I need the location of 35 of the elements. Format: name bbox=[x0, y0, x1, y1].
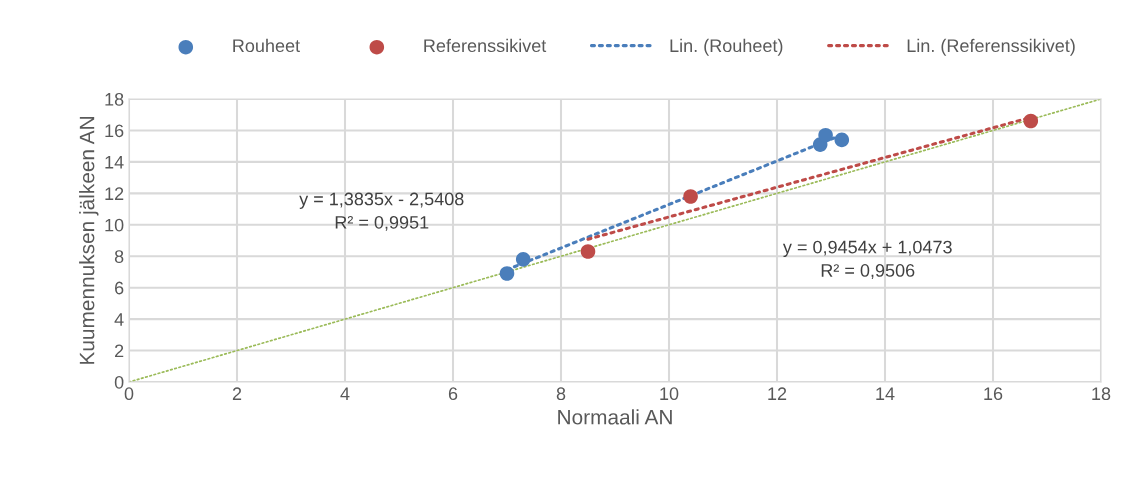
point bbox=[818, 127, 833, 143]
y-tick-label: 0 bbox=[114, 375, 124, 389]
x-tick-label: 0 bbox=[124, 387, 134, 401]
legend-label: Lin. (Rouheet) bbox=[670, 38, 783, 56]
annotation: y = 1,3835x - 2,5408 R² = 0,9951 bbox=[299, 192, 464, 231]
x-tick-label: 14 bbox=[876, 387, 895, 400]
y-tick-label: 12 bbox=[105, 187, 124, 200]
x-tick-label: 10 bbox=[660, 387, 679, 401]
legend-label: Rouheet bbox=[233, 38, 300, 53]
point bbox=[683, 189, 698, 204]
y-tick-label: 4 bbox=[114, 313, 124, 326]
point bbox=[515, 252, 531, 267]
y-tick-label: 8 bbox=[114, 250, 124, 263]
point bbox=[834, 132, 850, 148]
y-tick-label: 18 bbox=[105, 92, 124, 106]
x-tick-label: 2 bbox=[232, 387, 242, 400]
x-axis-title: Normaali AN bbox=[558, 409, 672, 425]
y-tick-label: 6 bbox=[115, 281, 124, 295]
x-tick-label: 16 bbox=[984, 387, 1003, 401]
legend-label: Referenssikivet bbox=[424, 38, 547, 53]
point bbox=[1023, 113, 1039, 129]
y-tick-label: 14 bbox=[105, 156, 124, 169]
y-tick-label: 16 bbox=[105, 124, 124, 138]
x-tick-label: 6 bbox=[448, 387, 458, 401]
x-tick-label: 18 bbox=[1092, 387, 1111, 401]
x-tick-label: 12 bbox=[768, 387, 787, 400]
annotation: y = 0,9454x + 1,0473 R² = 0,9506 bbox=[782, 240, 952, 279]
x-tick-label: 8 bbox=[556, 387, 566, 401]
x-tick-label: 4 bbox=[340, 387, 350, 400]
y-axis-title: Kuumennuksen jälkeen AN bbox=[79, 117, 99, 364]
y-tick-label: 2 bbox=[115, 344, 124, 358]
y-tick-label: 10 bbox=[105, 218, 124, 232]
point bbox=[580, 244, 596, 259]
legend-label: Lin. (Referenssikivet) bbox=[907, 38, 1075, 56]
point bbox=[499, 266, 515, 281]
